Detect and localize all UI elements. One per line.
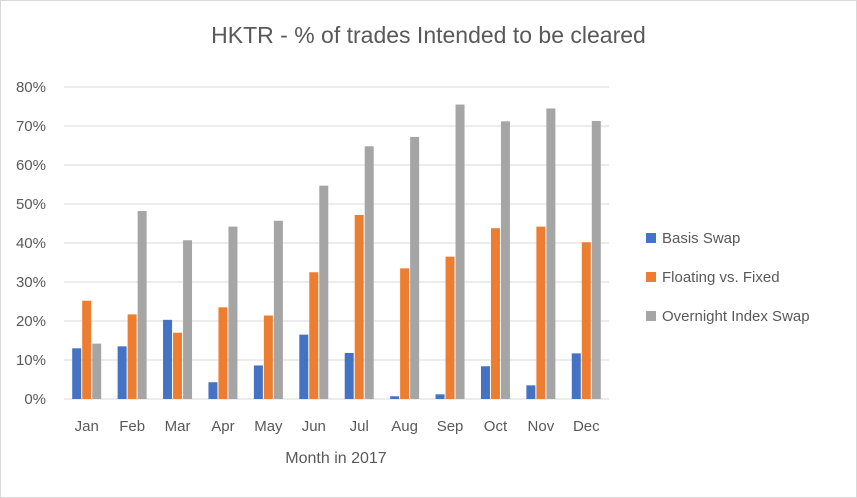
bar-overnight-apr <box>228 226 238 399</box>
bar-overnight-may <box>273 220 283 399</box>
bar-floating-jan <box>82 300 92 399</box>
bar-basis-mar <box>163 319 173 399</box>
bar-overnight-feb <box>137 211 147 399</box>
legend-label-floating-vs-fixed: Floating vs. Fixed <box>662 268 780 286</box>
legend-item-overnight-index-swap: Overnight Index Swap <box>646 306 851 326</box>
bar-floating-jul <box>354 214 364 399</box>
x-tick-label: Feb <box>119 418 145 435</box>
legend-swatch-floating-vs-fixed <box>646 272 656 282</box>
bar-overnight-sep <box>455 104 465 400</box>
bar-basis-feb <box>117 346 127 399</box>
bar-overnight-dec <box>591 120 601 400</box>
bar-floating-mar <box>173 332 183 399</box>
x-axis-label: Month in 2017 <box>285 450 387 467</box>
legend-item-floating-vs-fixed: Floating vs. Fixed <box>646 267 851 287</box>
x-tick-label: Jan <box>75 418 99 435</box>
x-tick-label: Oct <box>484 418 508 435</box>
y-tick-label: 50% <box>16 196 46 213</box>
x-tick-label: Apr <box>211 418 234 435</box>
x-tick-label: Sep <box>437 418 464 435</box>
y-tick-label: 30% <box>16 274 46 291</box>
bar-basis-nov <box>526 385 536 399</box>
y-tick-label: 40% <box>16 235 46 252</box>
bar-floating-jun <box>309 272 319 399</box>
y-tick-label: 0% <box>24 391 46 408</box>
legend-swatch-basis-swap <box>646 233 656 243</box>
bar-floating-nov <box>536 226 546 399</box>
bar-basis-dec <box>571 353 581 399</box>
bar-basis-jan <box>72 348 82 399</box>
legend-swatch-overnight-index-swap <box>646 311 656 321</box>
bar-floating-aug <box>400 268 410 399</box>
legend-label-overnight-index-swap: Overnight Index Swap <box>662 307 810 325</box>
bar-floating-may <box>263 315 273 399</box>
y-tick-label: 20% <box>16 313 46 330</box>
bar-floating-feb <box>127 314 137 399</box>
bar-basis-jul <box>344 352 354 399</box>
y-tick-label: 60% <box>16 157 46 174</box>
bar-basis-sep <box>435 394 445 399</box>
bar-floating-dec <box>581 242 591 399</box>
gridlines <box>64 86 609 400</box>
x-tick-label: Jul <box>350 418 369 435</box>
legend: Basis Swap Floating vs. Fixed Overnight … <box>646 228 851 345</box>
bar-overnight-mar <box>183 240 193 399</box>
x-tick-label: Aug <box>391 418 418 435</box>
bar-overnight-jun <box>319 185 329 399</box>
x-tick-label: Nov <box>528 418 555 435</box>
bar-basis-oct <box>480 366 490 399</box>
bar-floating-apr <box>218 307 228 399</box>
bar-floating-oct <box>490 228 500 399</box>
x-tick-label: May <box>254 418 283 435</box>
bars <box>72 104 601 400</box>
x-tick-label: Mar <box>165 418 191 435</box>
legend-item-basis-swap: Basis Swap <box>646 228 851 248</box>
bar-basis-apr <box>208 382 218 399</box>
y-tick-label: 70% <box>16 118 46 135</box>
chart-title: HKTR - % of trades Intended to be cleare… <box>211 22 646 48</box>
bar-overnight-aug <box>410 136 420 400</box>
bar-basis-jun <box>299 334 309 399</box>
x-tick-label: Jun <box>302 418 326 435</box>
y-tick-label: 80% <box>16 79 46 96</box>
bar-basis-may <box>253 365 263 399</box>
y-tick-label: 10% <box>16 352 46 369</box>
bar-basis-aug <box>390 396 400 399</box>
x-axis-tick-labels: Jan Feb Mar Apr May Jun Jul Aug Sep Oct Nov Dec <box>75 418 601 435</box>
bar-floating-sep <box>445 256 455 399</box>
y-axis-tick-labels: 0% 10% 20% 30% 40% 50% 60% 70% 80% <box>16 79 46 408</box>
legend-label-basis-swap: Basis Swap <box>662 229 741 247</box>
bar-overnight-oct <box>500 121 510 399</box>
bar-overnight-jan <box>92 343 102 399</box>
bar-overnight-jul <box>364 146 374 399</box>
x-tick-label: Dec <box>573 418 600 435</box>
bar-overnight-nov <box>546 108 556 399</box>
